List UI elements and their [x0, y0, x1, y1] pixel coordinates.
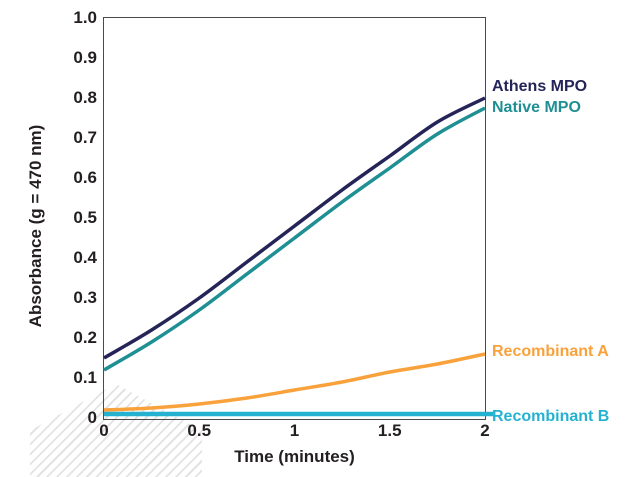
x-tick-label: 0.5 — [187, 421, 212, 440]
x-tick-label: 1.5 — [377, 421, 402, 440]
x-axis-title: Time (minutes) — [234, 447, 355, 466]
plot-area-frame — [103, 17, 486, 420]
x-tick-label: 2 — [480, 421, 490, 440]
y-tick-label: 0.1 — [73, 368, 97, 387]
series-line-native-mpo — [103, 106, 486, 372]
y-tick-label: 0.3 — [73, 288, 97, 307]
y-tick-label: 0.7 — [73, 128, 97, 147]
y-tick-label: 0.2 — [73, 328, 97, 347]
y-tick-label: 0.6 — [73, 168, 97, 187]
y-tick-label: 1.0 — [73, 8, 97, 27]
x-tick-label: 0 — [99, 421, 109, 440]
y-tick-label: 0.8 — [73, 88, 97, 107]
series-label-recombinant-b: Recombinant B — [492, 408, 610, 425]
y-tick-label: 0.5 — [73, 208, 97, 227]
y-tick-label: 0 — [87, 408, 97, 427]
series-label-athens-mpo: Athens MPO — [492, 78, 588, 95]
y-tick-label: 0.4 — [73, 248, 97, 267]
series-line-athens-mpo — [103, 96, 486, 360]
series-line-recombinant-a — [103, 352, 486, 412]
line-series-canvas — [103, 96, 493, 417]
series-label-native-mpo: Native MPO — [492, 99, 581, 116]
series-label-recombinant-a: Recombinant A — [492, 343, 609, 360]
x-tick-label: 1 — [289, 421, 300, 440]
y-tick-label: 0.9 — [73, 48, 97, 67]
